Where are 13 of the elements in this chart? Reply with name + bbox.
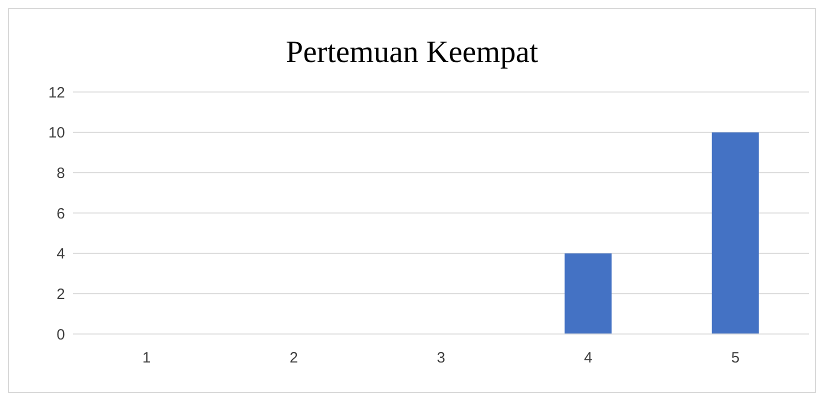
y-tick-label: 10 [48, 124, 65, 142]
x-tick-label: 3 [436, 350, 446, 367]
y-tick-label: 4 [56, 246, 65, 263]
x-tick-label: 5 [731, 350, 740, 367]
y-tick-label: 0 [56, 326, 65, 344]
y-tick-label: 2 [56, 286, 65, 303]
x-tick-label: 2 [290, 350, 298, 367]
y-tick-label: 8 [56, 164, 65, 182]
x-tick-label: 1 [142, 350, 151, 367]
y-tick-label: 6 [56, 205, 65, 222]
chart-title: Pertemuan Keempat [284, 33, 540, 69]
y-tick-label: 12 [48, 84, 65, 102]
x-tick-label: 4 [584, 350, 592, 367]
